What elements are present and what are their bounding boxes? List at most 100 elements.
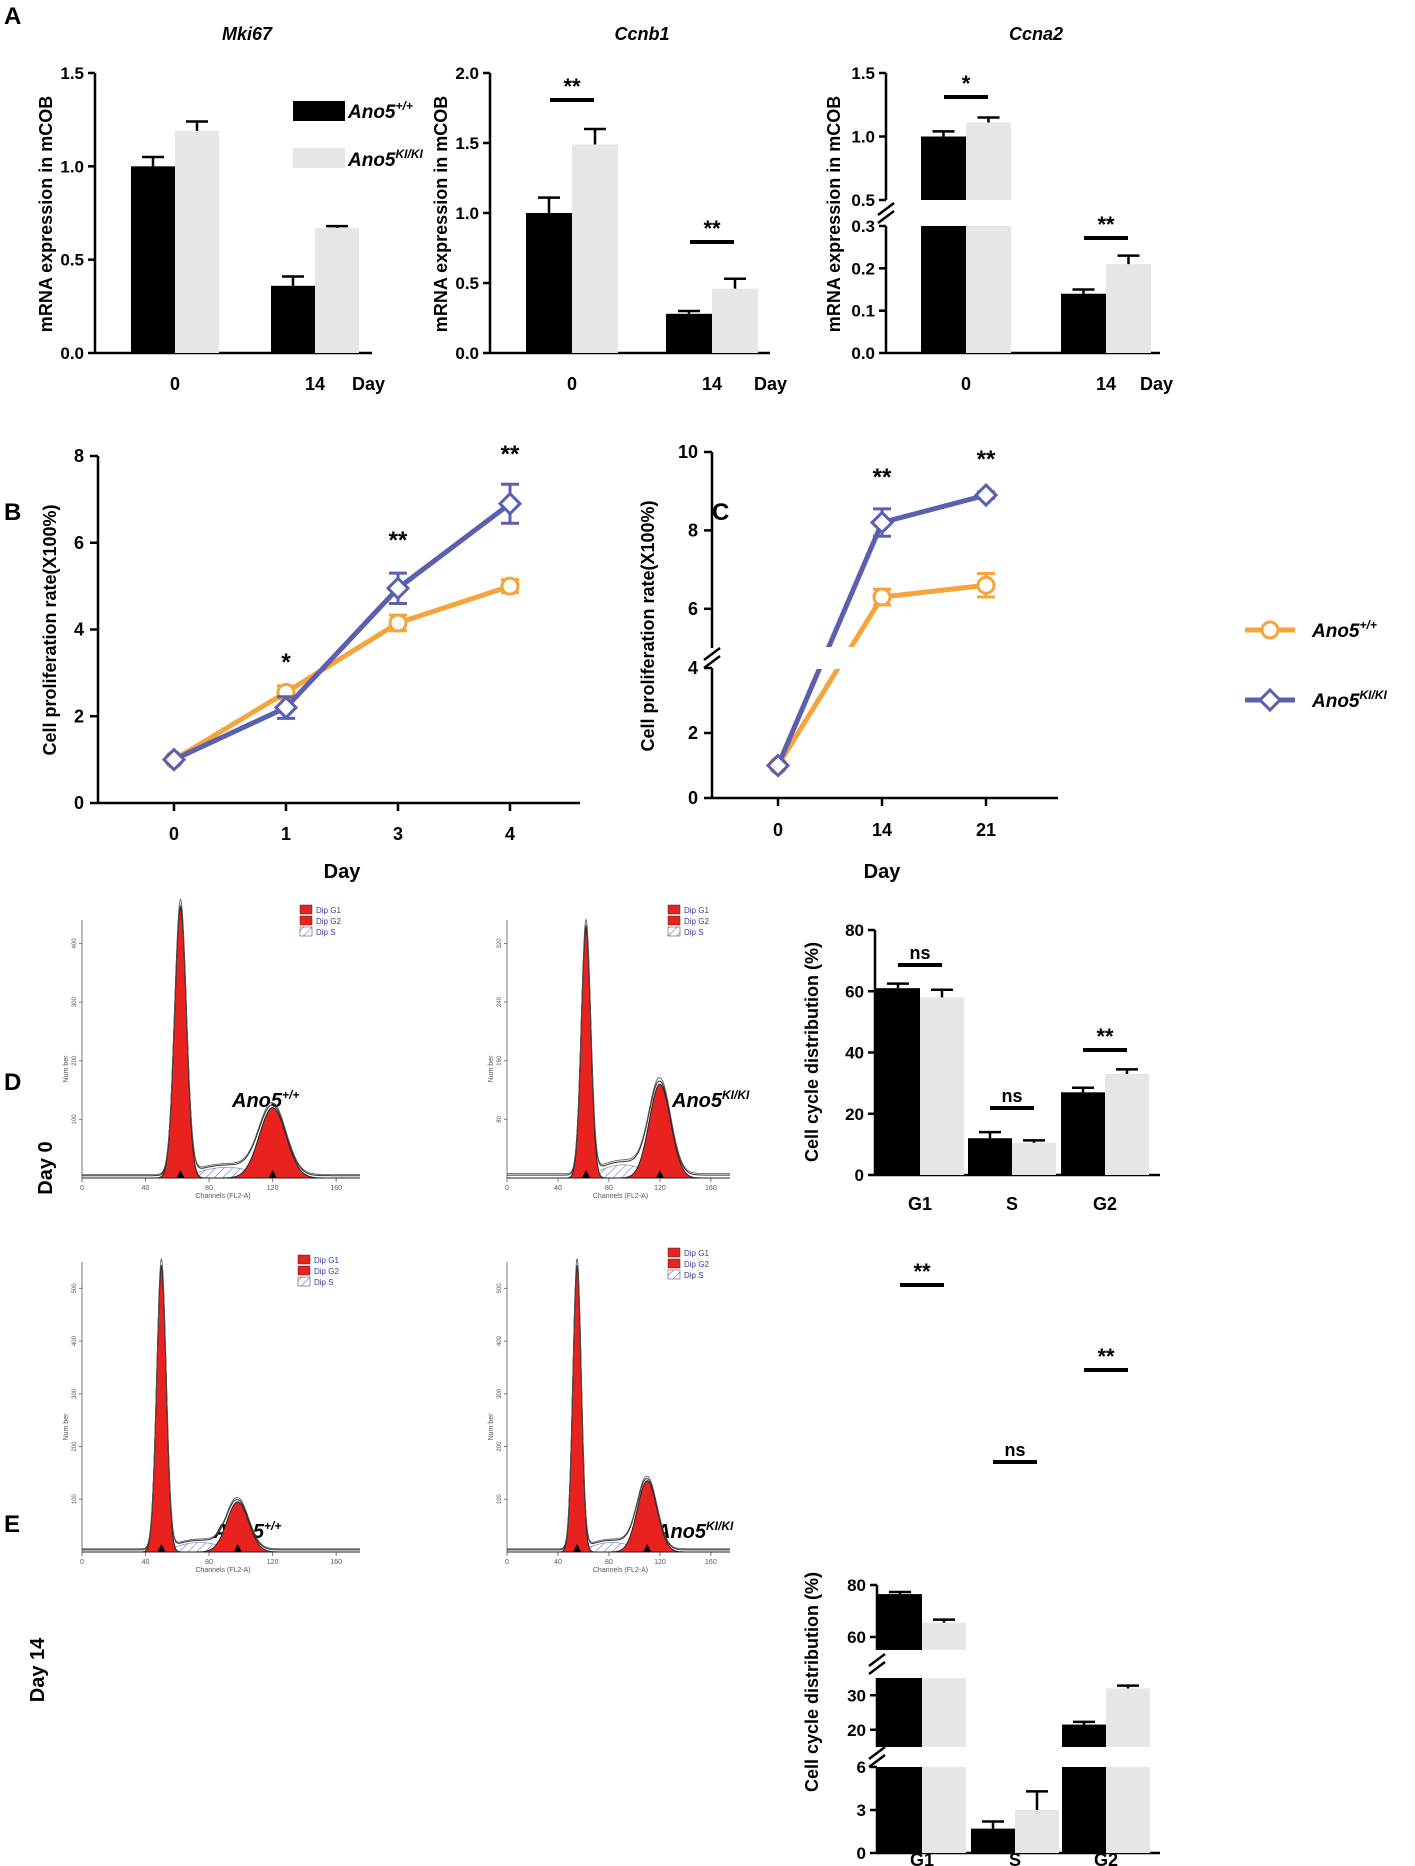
A3-bar-ki-0-seg0 <box>966 226 1011 353</box>
D-wt-x-tick-label-2: 80 <box>205 1185 213 1192</box>
D-ki-y-tick-label-0: 80 <box>497 1115 503 1122</box>
legend-label-wt-bar: Ano5+/+ <box>347 99 413 123</box>
E-bar-y-tick-label-2-0: 60 <box>847 1628 866 1647</box>
E-wt-g2-peak <box>82 1501 360 1553</box>
E-ki-y-tick-label-2: 300 <box>497 1388 503 1399</box>
A2-x-axis-title: Day <box>754 374 787 394</box>
E-bar-y-tick-label-0-0: 0 <box>857 1844 866 1863</box>
A3-y-tick-label-0-0: 0.0 <box>851 344 875 363</box>
legend-label-wt-line: Ano5+/+ <box>1311 618 1377 642</box>
C-x-axis-title: Day <box>864 861 902 883</box>
chart-B: 0 2 4 6 8 0 1 3 4 Day Cell proliferation rate(X100… <box>40 441 580 883</box>
E-bar-y-tick-label-0-1: 3 <box>857 1801 866 1820</box>
A2-y-tick-label-0-3: 1.5 <box>455 134 479 153</box>
A1-y-axis-title: mRNA expression in mCOB <box>36 96 56 332</box>
D-wt-x-axis-title: Channels (FL2-A) <box>195 1193 250 1200</box>
A3-bar-ki-14-seg0 <box>1106 264 1151 353</box>
D-ki-envelope-2 <box>507 917 730 1174</box>
E-wt-envelope <box>82 1265 360 1551</box>
B-x-tick-label-1: 1 <box>281 824 291 844</box>
A1-bar-ki-14-seg0 <box>315 227 359 353</box>
E-wt-x-tick-label-3: 120 <box>267 1559 279 1566</box>
D-wt-y-tick-label-0: 100 <box>72 1114 78 1125</box>
D-bar-sig-2-label: ** <box>1096 1024 1114 1049</box>
E-ki-peak-marker-0 <box>573 1544 582 1552</box>
A1-title: Mki67 <box>222 24 273 44</box>
E-ki-x-tick-label-0: 0 <box>505 1559 509 1566</box>
chart-A1: 0.0 0.5 1.0 1.5 0 14 Day Mki67 mRNA expression i… <box>36 24 385 394</box>
D-bar-y-tick-label-0-1: 20 <box>845 1105 864 1124</box>
A1-bar-wt-14-seg0 <box>271 285 315 353</box>
D-ki-y-tick-label-1: 160 <box>497 1055 503 1066</box>
E-bar-bar-wt-G2-seg0 <box>1062 1767 1106 1853</box>
C-point-ki-2 <box>973 482 999 508</box>
D-wt-g2-peak <box>82 1107 360 1179</box>
D-ki-x-tick-label-1: 40 <box>554 1185 562 1192</box>
A3-bar-wt-0-seg1 <box>921 136 966 200</box>
C-y-tick-label-0-0: 0 <box>688 788 698 808</box>
D-bar-bar-ki-G1-seg0 <box>920 997 964 1175</box>
C-point-wt-1 <box>872 587 892 607</box>
E-bar-x-tick-label-2: G2 <box>1094 1850 1118 1866</box>
D-ki-g2-peak <box>507 1083 730 1179</box>
A3-y-tick-label-0-3: 0.3 <box>851 217 875 236</box>
A3-bar-ki-0-seg1 <box>966 122 1011 200</box>
E-wt-y-axis-title: Num ber <box>63 1413 70 1441</box>
E-bar-bar-ki-G1-seg0 <box>922 1767 966 1853</box>
E-wt-y-tick-label-0: 100 <box>72 1494 78 1505</box>
D-ki-g1-peak <box>507 926 730 1179</box>
A2-y-tick-label-0-2: 1.0 <box>455 204 479 223</box>
D-ki-x-tick-label-4: 160 <box>705 1185 717 1192</box>
B-point-wt-2 <box>388 613 408 633</box>
B-sig-2: ** <box>389 527 408 554</box>
E-ki-x-tick-label-3: 120 <box>654 1559 666 1566</box>
C-x-tick-label-0: 0 <box>773 820 783 840</box>
E-bar-bar-wt-G1-seg1 <box>878 1678 922 1747</box>
hist-title-E-ki: Ano5KI/KI <box>655 1519 734 1543</box>
C-x-tick-label-1: 14 <box>872 820 892 840</box>
E-wt-peak-marker-1 <box>233 1544 242 1552</box>
E-ki-x-tick-label-2: 80 <box>605 1559 613 1566</box>
D-wt-x-tick-label-0: 0 <box>80 1185 84 1192</box>
A3-bar-wt-0-seg0 <box>921 226 966 353</box>
C-x-tick-label-2: 21 <box>976 820 996 840</box>
E-bar-sig-0-label: ** <box>913 1259 931 1284</box>
C-y-tick-label-0-1: 2 <box>688 723 698 743</box>
histogram-D-wt: 0 40 80 120 160 100 200 300 400 Channels (FL2-A) N… <box>63 898 360 1200</box>
D-bar-bar-wt-G1-seg0 <box>876 988 920 1175</box>
B-y-axis-title: Cell proliferation rate(X100%) <box>40 504 60 755</box>
C-y-tick-label-1-2: 10 <box>678 442 698 462</box>
A2-bar-ki-0-seg0 <box>572 144 618 353</box>
A3-y-tick-label-1-2: 1.5 <box>851 64 875 83</box>
C-point-wt-2 <box>976 575 996 595</box>
chart-A3: 0.0 0.1 0.2 0.3 0.5 1.0 1.5 0 * 14 ** Day Ccna2 mRNA … <box>824 24 1173 394</box>
E-bar-bar-ki-G1-seg1 <box>922 1678 966 1747</box>
D-wt-peak-marker-0 <box>176 1170 185 1178</box>
D-wt-y-tick-label-2: 300 <box>72 996 78 1007</box>
D-bar-y-tick-label-0-2: 40 <box>845 1044 864 1063</box>
histogram-D-ki: 0 40 80 120 160 80 160 240 320 Channels (FL2-A) Nu… <box>488 904 730 1200</box>
A1-y-tick-label-0-0: 0.0 <box>60 344 84 363</box>
A1-y-tick-label-0-1: 0.5 <box>60 251 84 270</box>
C-axis-break-1-a <box>703 647 721 661</box>
E-ki-peak-marker-1 <box>643 1544 652 1552</box>
D-bar-x-tick-label-0: G1 <box>908 1194 932 1214</box>
A2-y-axis-title: mRNA expression in mCOB <box>431 96 451 332</box>
E-bar-axis-break-1-b <box>868 1754 886 1768</box>
E-bar-bar-wt-S-seg0 <box>971 1828 1015 1853</box>
legend-bars: Ano5+/+ Ano5KI/KI <box>293 99 424 171</box>
A1-bar-ki-0-seg0 <box>175 130 219 353</box>
B-sig-1: * <box>281 649 291 676</box>
C-sig-1: ** <box>873 464 892 491</box>
E-bar-bar-wt-G1-seg2 <box>878 1594 922 1650</box>
chart-C: 0 2 4 6 8 10 0 14 21 Day Cell proliferation rate(X… <box>638 442 1058 883</box>
A1-y-tick-label-0-2: 1.0 <box>60 157 84 176</box>
D-wt-g1-peak <box>82 906 360 1179</box>
E-bar-sig-2-label: ** <box>1097 1344 1115 1369</box>
A2-bar-wt-0-seg0 <box>526 213 572 353</box>
D-wt-peak-marker-1 <box>268 1170 277 1178</box>
D-wt-legend-swatch-0 <box>299 904 313 915</box>
legend-marker-wt <box>1260 620 1280 640</box>
C-axis-break-1-b <box>703 655 721 669</box>
A3-y-tick-label-1-0: 0.5 <box>851 191 875 210</box>
